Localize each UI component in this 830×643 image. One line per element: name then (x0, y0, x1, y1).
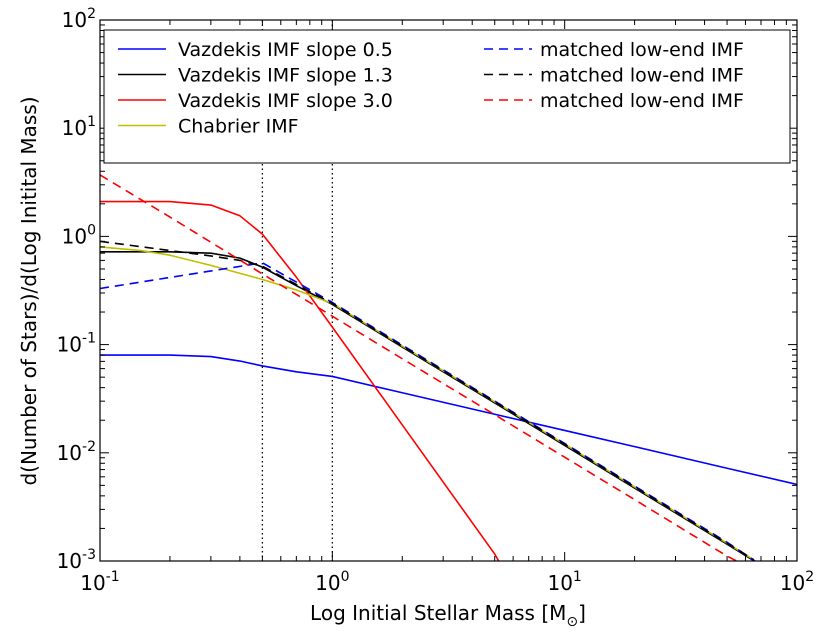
y-axis-label: d(Number of Stars)/d(Log Initital Mass) (17, 96, 41, 485)
series-line-2 (100, 200, 500, 561)
y-tick-label-4: 101 (62, 114, 96, 140)
legend-label-0: Vazdekis IMF slope 0.5 (178, 39, 393, 61)
tick-labels: 10-1 100 101 102 10-3 10-2 10-1 100 101 102 (57, 6, 815, 595)
legend-label-4: matched low-end IMF (540, 39, 744, 61)
y-tick-label-5: 102 (62, 6, 96, 32)
y-tick-label-1: 10-2 (57, 439, 96, 465)
y-tick-label-0: 10-3 (57, 547, 96, 573)
x-axis-label: Log Initial Stellar Mass [M⊙] (310, 601, 586, 630)
legend-box (103, 29, 791, 164)
y-tick-label-2: 10-1 (57, 331, 96, 357)
x-tick-label-2: 101 (547, 569, 581, 595)
x-tick-label-3: 102 (780, 569, 814, 595)
series-line-1 (100, 251, 754, 561)
series-line-5 (100, 240, 754, 561)
legend-label-6: matched low-end IMF (540, 90, 744, 112)
x-tick-label-0: 10-1 (80, 569, 119, 595)
plot-frame (99, 19, 798, 562)
legend-label-2: Vazdekis IMF slope 3.0 (178, 90, 393, 112)
legend-label-5: matched low-end IMF (540, 65, 744, 87)
y-tick-label-3: 100 (62, 222, 96, 248)
legend-label-1: Vazdekis IMF slope 1.3 (178, 65, 393, 87)
legend-label-3: Chabrier IMF (178, 116, 299, 138)
plot-area (100, 20, 797, 561)
series-line-6 (100, 174, 738, 561)
series-line-0 (100, 354, 797, 486)
x-tick-label-1: 100 (315, 569, 349, 595)
legend: Vazdekis IMF slope 0.5 Vazdekis IMF slope… (103, 29, 791, 164)
